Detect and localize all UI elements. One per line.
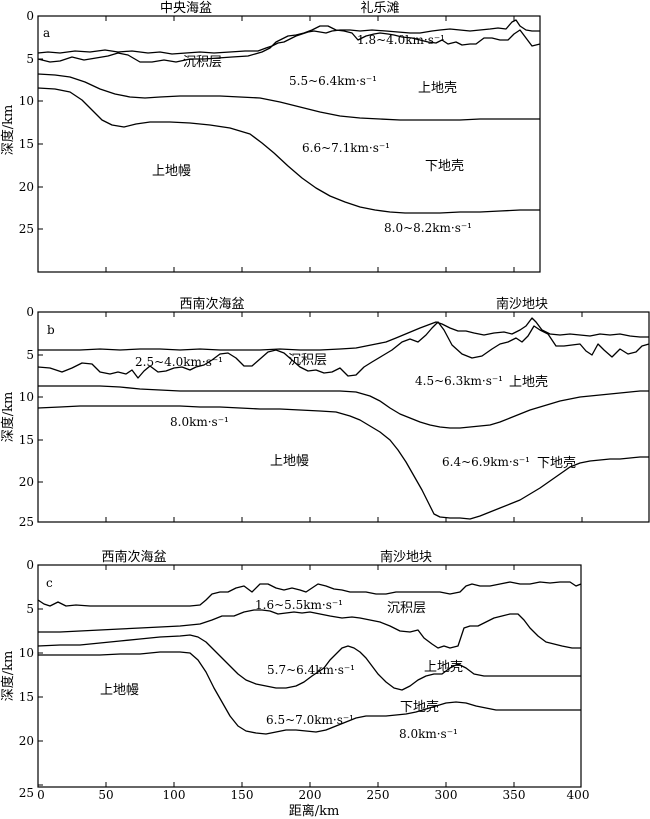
panel-a-top-label-central-basin: 中央海盆: [160, 1, 212, 16]
panel-c-ytick-5: 5: [26, 602, 34, 616]
panel-a-upper-crust-base: [37, 73, 540, 121]
panel-b-ytick-5: 5: [26, 348, 34, 362]
panel-c-xtick-300: 300: [435, 788, 458, 802]
panel-c-label-lower-crust: 下地壳: [400, 700, 439, 715]
panel-c-xtick-250: 250: [367, 788, 390, 802]
panel-b-moho: [37, 405, 649, 520]
panel-c-moho: [38, 651, 581, 735]
panel-c-seafloor: [37, 581, 582, 607]
panel-c-letter: c: [46, 576, 53, 590]
panel-b-ytick-10: 10: [19, 390, 34, 404]
panel-b-label-upper-mantle: 上地幔: [270, 454, 309, 469]
panel-c-label-upper-crust: 上地壳: [424, 660, 463, 675]
panel-a-ytick-20: 20: [19, 180, 34, 194]
panel-c-velocity-lower-crust: 6.5~7.0km·s⁻¹: [266, 713, 354, 727]
panel-a-ytick-25: 25: [19, 222, 34, 236]
panel-a-label-upper-mantle: 上地幔: [152, 164, 191, 179]
panel-c-ytick-0: 0: [26, 558, 34, 572]
panel-b-velocity-lower-crust: 6.4~6.9km·s⁻¹: [442, 455, 530, 469]
panel-a-label-sediment: 沉积层: [183, 55, 222, 70]
panel-a-velocity-mantle: 8.0~8.2km·s⁻¹: [384, 221, 472, 235]
panel-b-ytick-15: 15: [19, 433, 34, 447]
panel-c-ytick-15: 15: [19, 690, 34, 704]
panel-c-xtick-350: 350: [503, 788, 526, 802]
panel-b-seafloor: [38, 317, 649, 351]
panel-c-velocity-mantle: 8.0km·s⁻¹: [399, 727, 458, 741]
panel-c-xtick-200: 200: [299, 788, 322, 802]
panel-a-seafloor: [37, 19, 540, 55]
panel-a-velocity-upper-crust: 5.5~6.4km·s⁻¹: [289, 74, 377, 88]
panel-a-ytick-0: 0: [26, 9, 34, 23]
panel-a: 0 5 10 15 20 25 深度/km 中央海盆 礼乐滩 a 1.8~4.0…: [0, 0, 541, 273]
panel-a-ytick-15: 15: [19, 137, 34, 151]
panel-c-top-label-nansha-block: 南沙地块: [380, 549, 432, 565]
panel-b-y-ticks: [38, 311, 43, 523]
panel-a-ytick-5: 5: [26, 52, 34, 66]
panel-c-sediment-base: [38, 609, 581, 649]
panel-c-y-axis-label: 深度/km: [0, 651, 16, 702]
panel-a-sediment-base: [37, 25, 541, 63]
panel-c-xtick-100: 100: [163, 788, 186, 802]
panel-b-x-ticks: [105, 312, 583, 522]
panel-c-x-axis-label: 距离/km: [289, 803, 340, 819]
panel-a-y-axis-label: 深度/km: [0, 105, 16, 156]
panel-b-ytick-25: 25: [19, 515, 34, 529]
panel-c-xtick-0: 0: [37, 788, 45, 802]
panel-b: 0 5 10 15 20 25 深度/km 西南次海盆 南沙地块 b 2.5~4…: [0, 296, 650, 529]
panel-a-letter: a: [43, 26, 50, 40]
panel-a-x-ticks: [105, 16, 515, 272]
panel-a-velocity-sediment: 1.8~4.0km·s⁻¹: [357, 33, 445, 47]
panel-b-y-axis-label: 深度/km: [0, 392, 16, 443]
panel-c-label-upper-mantle: 上地幔: [100, 683, 139, 698]
panel-a-label-upper-crust: 上地壳: [418, 81, 457, 96]
panel-b-label-upper-crust: 上地壳: [509, 375, 548, 390]
panel-b-velocity-mantle: 8.0km·s⁻¹: [170, 415, 229, 429]
panel-b-ytick-0: 0: [26, 305, 34, 319]
panel-a-velocity-lower-crust: 6.6~7.1km·s⁻¹: [302, 141, 390, 155]
panel-c-ytick-10: 10: [19, 646, 34, 660]
panel-b-velocity-upper-crust: 4.5~6.3km·s⁻¹: [415, 374, 503, 388]
panel-c-x-ticks: [105, 565, 515, 787]
panel-c-upper-crust-base: [37, 634, 581, 691]
panel-b-top-label-southwest-basin: 西南次海盆: [179, 296, 244, 312]
panel-a-ytick-10: 10: [19, 94, 34, 108]
panel-c-y-ticks: [38, 564, 43, 786]
panel-b-velocity-sediment: 2.5~4.0km·s⁻¹: [135, 355, 223, 369]
panel-c: 0 5 10 15 20 25 0 50 100 150 200 250 300…: [0, 549, 589, 819]
panel-b-frame: [37, 311, 650, 523]
panel-c-label-sediment: 沉积层: [387, 601, 426, 616]
panel-c-ytick-20: 20: [19, 734, 34, 748]
panel-b-ytick-20: 20: [19, 475, 34, 489]
panel-a-moho: [37, 87, 540, 214]
panel-b-label-lower-crust: 下地壳: [537, 456, 576, 471]
panel-b-upper-crust-base: [38, 385, 649, 429]
panel-a-label-lower-crust: 下地壳: [425, 159, 464, 174]
panel-c-xtick-50: 50: [98, 788, 113, 802]
panel-c-ytick-25: 25: [19, 786, 34, 800]
panel-a-top-label-reed-bank: 礼乐滩: [360, 0, 399, 16]
panel-c-velocity-sediment: 1.6~5.5km·s⁻¹: [255, 598, 343, 612]
panel-b-sediment-base: [37, 321, 650, 379]
panel-b-letter: b: [47, 323, 55, 337]
panel-c-xtick-400: 400: [567, 788, 590, 802]
panel-c-velocity-upper-crust: 5.7~6.4km·s⁻¹: [267, 663, 355, 677]
panel-b-top-label-nansha-block: 南沙地块: [496, 296, 548, 312]
panel-a-y-ticks: [38, 15, 43, 230]
panel-b-label-sediment: 沉积层: [288, 353, 327, 368]
panel-c-top-label-southwest-basin: 西南次海盆: [101, 549, 166, 565]
panel-c-xtick-150: 150: [231, 788, 254, 802]
